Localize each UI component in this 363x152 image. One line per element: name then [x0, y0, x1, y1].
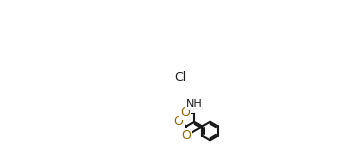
Text: Cl: Cl — [175, 71, 187, 84]
Text: NH: NH — [186, 98, 203, 109]
Text: O: O — [180, 106, 190, 119]
Text: O: O — [174, 115, 183, 128]
Text: O: O — [182, 129, 191, 142]
